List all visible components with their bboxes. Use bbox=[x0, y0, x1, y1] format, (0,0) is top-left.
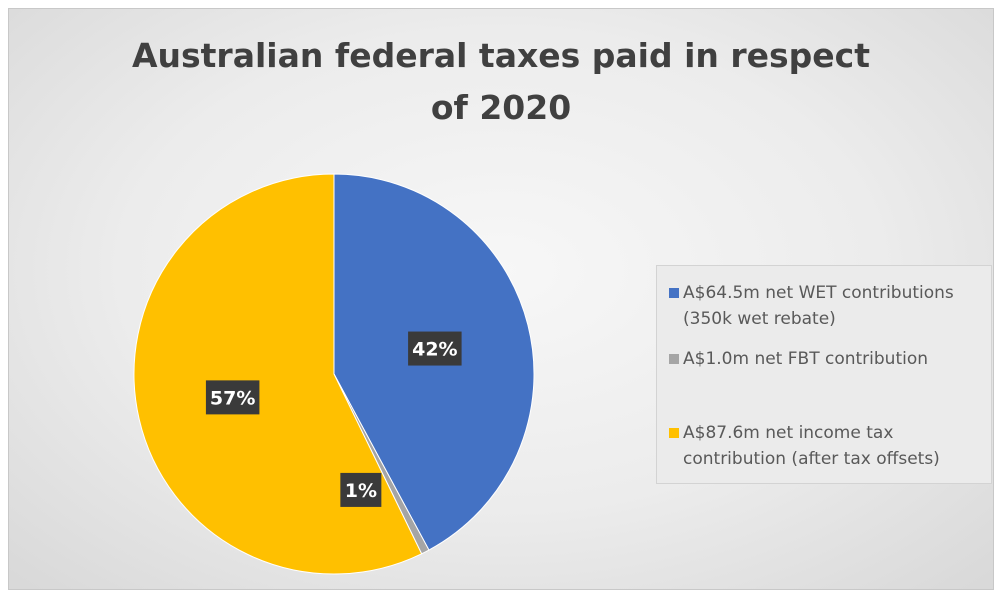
legend-item-income-tax: A$87.6m net income tax contribution (aft… bbox=[669, 420, 989, 472]
chart-legend: A$64.5m net WET contributions (350k wet … bbox=[656, 265, 992, 484]
data-label-text-wet: 42% bbox=[412, 339, 457, 361]
data-label-text-income-tax: 57% bbox=[210, 387, 255, 409]
legend-label-wet-line-1: A$64.5m net WET contributions bbox=[683, 283, 954, 303]
legend-swatch-income-tax bbox=[669, 428, 679, 438]
legend-label-fbt: A$1.0m net FBT contribution bbox=[683, 349, 929, 369]
legend-swatch-wet bbox=[669, 288, 679, 298]
legend-swatch-fbt bbox=[669, 354, 679, 364]
legend-label-income-tax-line-1: A$87.6m net income tax bbox=[683, 423, 894, 443]
chart-title-line-2: of 2020 bbox=[430, 88, 572, 127]
legend-label-wet-line-2: (350k wet rebate) bbox=[683, 309, 836, 329]
data-label-wet: 42% bbox=[408, 331, 462, 366]
legend-item-fbt: A$1.0m net FBT contribution bbox=[669, 346, 989, 372]
data-label-box-wet bbox=[408, 331, 462, 366]
data-label-box-income-tax bbox=[205, 380, 260, 415]
legend-label-income-tax-line-2: contribution (after tax offsets) bbox=[683, 449, 940, 469]
data-label-box-fbt bbox=[340, 472, 382, 507]
data-label-text-fbt: 1% bbox=[345, 480, 377, 502]
chart-title: Australian federal taxes paid in respect… bbox=[0, 30, 1002, 134]
legend-item-wet: A$64.5m net WET contributions (350k wet … bbox=[669, 280, 989, 332]
chart-title-line-1: Australian federal taxes paid in respect bbox=[131, 36, 871, 75]
data-label-income-tax: 57% bbox=[205, 380, 260, 415]
data-label-fbt: 1% bbox=[340, 472, 382, 507]
